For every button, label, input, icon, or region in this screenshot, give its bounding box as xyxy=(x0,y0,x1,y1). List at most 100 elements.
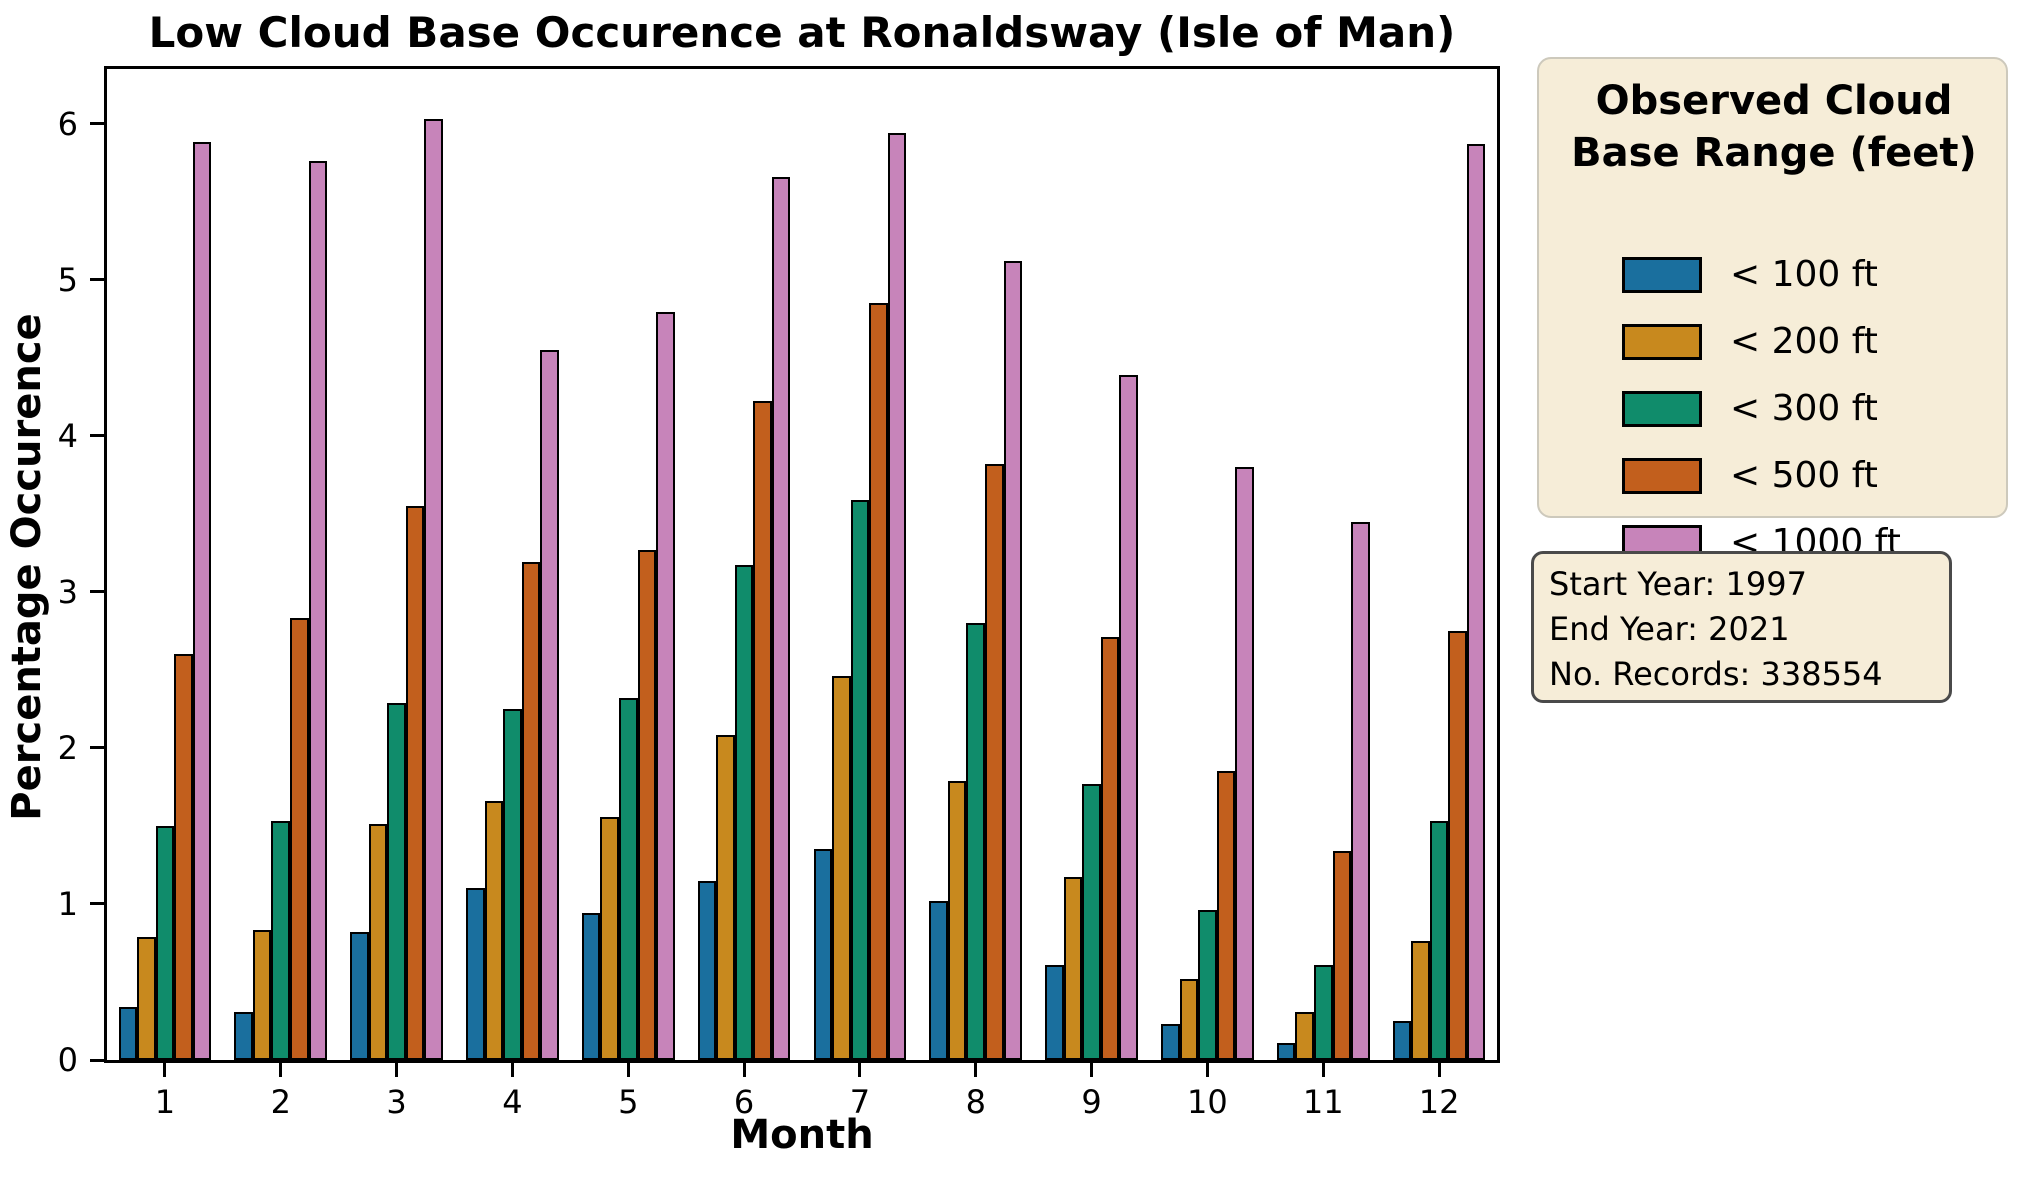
x-tick-label: 9 xyxy=(1081,1083,1102,1121)
bar-month11-500ft xyxy=(1332,850,1352,1060)
bar-month10-1000ft xyxy=(1235,466,1254,1060)
bar-month8-500ft xyxy=(985,463,1004,1060)
bar-month3-100ft xyxy=(350,932,369,1060)
legend-items: < 100 ft < 200 ft < 300 ft < 500 ft < 1000 f… xyxy=(1622,241,2002,576)
bar-month7-200ft xyxy=(832,676,851,1060)
info-line: Start Year: 1997 xyxy=(1549,565,1807,603)
y-tick-mark xyxy=(90,902,104,906)
bar-month7-500ft xyxy=(869,303,888,1060)
x-tick-label: 8 xyxy=(965,1083,986,1121)
bar-month1-300ft xyxy=(155,825,175,1060)
y-tick-mark xyxy=(90,590,104,594)
y-tick-label: 6 xyxy=(57,104,78,143)
bar-month4-300ft xyxy=(503,708,522,1060)
y-tick-mark xyxy=(90,434,104,438)
bar-month6-200ft xyxy=(716,735,735,1060)
bar-month7-100ft xyxy=(813,849,833,1060)
bar-month6-500ft xyxy=(753,401,772,1060)
bar-month5-200ft xyxy=(600,816,619,1060)
x-tick-mark xyxy=(163,1063,167,1077)
legend-swatch-icon xyxy=(1622,323,1702,360)
bar-month8-100ft xyxy=(929,900,948,1060)
bar-month2-1000ft xyxy=(308,161,328,1060)
y-tick-mark xyxy=(90,746,104,750)
bar-month5-300ft xyxy=(618,697,638,1060)
y-tick-label: 2 xyxy=(57,728,78,767)
x-tick-mark xyxy=(626,1063,630,1077)
y-tick-mark xyxy=(90,122,104,126)
bar-month12-1000ft xyxy=(1466,143,1486,1060)
info-line: End Year: 2021 xyxy=(1549,610,1790,648)
bar-month9-300ft xyxy=(1082,783,1101,1060)
bar-month3-200ft xyxy=(368,824,388,1060)
legend-item: < 200 ft xyxy=(1622,308,2002,375)
x-tick-mark xyxy=(279,1063,283,1077)
bar-month2-100ft xyxy=(234,1011,253,1060)
y-tick-mark xyxy=(90,278,104,282)
bar-month4-1000ft xyxy=(540,349,559,1060)
bar-month7-300ft xyxy=(850,499,870,1060)
bar-month6-1000ft xyxy=(771,176,791,1060)
legend: Observed Cloud Base Range (feet) < 100 f… xyxy=(1537,57,2008,563)
x-tick-mark xyxy=(1090,1063,1094,1077)
x-tick-mark xyxy=(1205,1063,1209,1077)
chart-title: Low Cloud Base Occurence at Ronaldsway (… xyxy=(148,8,1456,57)
legend-item: < 300 ft xyxy=(1622,375,2002,442)
bar-month2-500ft xyxy=(290,618,309,1060)
bar-month12-300ft xyxy=(1429,821,1449,1060)
bar-month11-1000ft xyxy=(1351,521,1370,1060)
x-tick-mark xyxy=(742,1063,746,1077)
bar-month10-300ft xyxy=(1198,910,1217,1060)
legend-item-label: < 100 ft xyxy=(1730,254,1878,295)
bar-month4-200ft xyxy=(484,800,504,1060)
plot-area xyxy=(104,66,1500,1063)
legend-item: < 500 ft xyxy=(1622,442,2002,509)
bar-month2-300ft xyxy=(271,821,290,1060)
x-tick-label: 10 xyxy=(1187,1083,1228,1121)
x-tick-label: 6 xyxy=(733,1083,755,1121)
bar-month2-200ft xyxy=(252,930,272,1060)
bar-month11-300ft xyxy=(1313,964,1333,1060)
bar-month12-500ft xyxy=(1448,630,1467,1060)
bar-month10-100ft xyxy=(1161,1024,1180,1060)
x-tick-label: 1 xyxy=(154,1083,176,1121)
bar-month4-100ft xyxy=(466,888,485,1060)
info-box: Start Year: 1997 End Year: 2021 No. Record… xyxy=(1531,551,1952,703)
legend-item: < 100 ft xyxy=(1622,241,2002,308)
bar-month3-500ft xyxy=(405,505,425,1060)
x-tick-mark xyxy=(858,1063,862,1077)
bar-month11-100ft xyxy=(1276,1042,1296,1060)
y-tick-mark xyxy=(90,1058,104,1062)
bar-month9-1000ft xyxy=(1119,374,1138,1060)
y-tick-label: 0 xyxy=(57,1041,78,1079)
x-tick-mark xyxy=(1437,1063,1441,1077)
x-tick-label: 4 xyxy=(502,1083,523,1121)
bar-month8-1000ft xyxy=(1003,260,1023,1060)
bar-month3-1000ft xyxy=(424,118,443,1060)
y-tick-label: 3 xyxy=(57,572,78,611)
info-line: No. Records: 338554 xyxy=(1549,655,1883,693)
bar-month1-100ft xyxy=(118,1006,138,1060)
x-tick-label: 7 xyxy=(849,1083,871,1121)
legend-item-label: < 200 ft xyxy=(1730,321,1878,362)
bar-month8-300ft xyxy=(966,623,985,1060)
bar-month8-200ft xyxy=(947,780,967,1060)
x-tick-mark xyxy=(1321,1063,1325,1077)
x-tick-mark xyxy=(974,1063,978,1077)
bar-month5-500ft xyxy=(637,549,657,1060)
bar-month10-500ft xyxy=(1216,771,1236,1060)
bar-month10-200ft xyxy=(1179,978,1199,1060)
x-tick-mark xyxy=(510,1063,514,1077)
legend-swatch-icon xyxy=(1622,256,1702,293)
bar-month11-200ft xyxy=(1295,1011,1314,1060)
legend-title: Observed Cloud Base Range (feet) xyxy=(1571,78,1977,176)
y-tick-label: 1 xyxy=(57,884,78,923)
bar-month3-300ft xyxy=(387,702,406,1060)
bar-month6-100ft xyxy=(697,880,717,1060)
bar-month1-1000ft xyxy=(192,142,212,1060)
bar-month9-200ft xyxy=(1063,877,1083,1060)
bar-month1-200ft xyxy=(137,936,156,1060)
legend-swatch-icon xyxy=(1622,390,1702,427)
y-tick-label: 4 xyxy=(57,416,78,455)
